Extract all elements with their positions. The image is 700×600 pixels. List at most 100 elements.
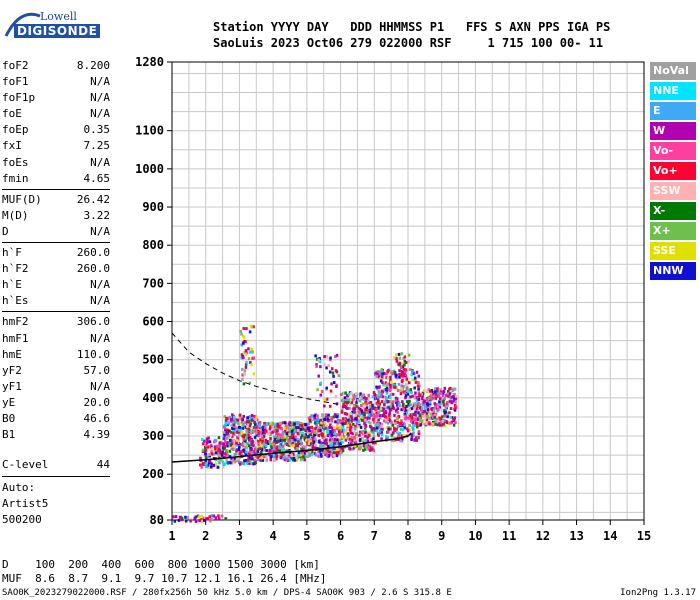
data-point	[353, 430, 356, 434]
data-point	[347, 412, 351, 416]
data-point	[374, 441, 377, 445]
data-point	[381, 381, 384, 385]
data-point	[426, 400, 430, 404]
data-point	[233, 445, 236, 449]
data-point	[303, 451, 307, 455]
data-point	[290, 435, 294, 439]
data-point	[258, 422, 261, 426]
data-point	[323, 450, 327, 454]
data-point	[386, 421, 390, 425]
data-point	[336, 415, 339, 419]
data-point	[314, 419, 317, 423]
param-row: fmin 4.65	[2, 171, 110, 187]
data-point	[299, 427, 303, 431]
data-point	[273, 457, 276, 461]
y-tick-label: 80	[150, 513, 164, 527]
data-point	[388, 396, 392, 400]
data-point	[235, 438, 239, 442]
data-point	[413, 394, 417, 398]
clevel-divider	[2, 476, 110, 477]
data-point	[425, 411, 429, 415]
data-point	[330, 417, 334, 421]
data-point	[451, 388, 455, 392]
param-name: D	[2, 224, 9, 238]
data-point	[249, 422, 253, 426]
param-row: B1 4.39	[2, 427, 110, 443]
data-point	[399, 370, 403, 374]
data-point	[241, 434, 244, 438]
data-point	[369, 403, 373, 407]
data-point	[224, 421, 228, 425]
data-point	[399, 392, 403, 396]
data-point	[328, 416, 332, 420]
data-point	[229, 420, 233, 424]
data-point	[269, 436, 272, 440]
data-point	[352, 446, 356, 450]
data-point	[326, 430, 329, 434]
data-point	[331, 451, 334, 455]
data-point	[378, 409, 382, 413]
legend-item: NoVal	[650, 62, 696, 80]
data-point	[417, 374, 420, 378]
data-point	[357, 425, 360, 429]
data-point	[336, 421, 339, 425]
data-point	[272, 441, 275, 445]
data-point	[379, 394, 382, 398]
data-point	[209, 518, 212, 522]
data-point	[280, 440, 284, 444]
data-point	[254, 418, 257, 422]
data-point	[333, 454, 336, 458]
data-point	[312, 427, 315, 431]
data-point	[434, 419, 437, 423]
data-point	[268, 440, 271, 444]
data-point	[314, 453, 318, 457]
data-point	[391, 438, 394, 442]
data-point	[221, 465, 225, 469]
data-point	[308, 453, 311, 457]
data-point	[263, 422, 266, 426]
data-point	[355, 444, 359, 448]
data-point	[324, 422, 327, 426]
data-point	[395, 353, 398, 357]
data-point	[259, 443, 263, 447]
data-point	[210, 444, 213, 448]
data-point	[265, 453, 268, 457]
data-point	[399, 388, 403, 392]
data-point	[367, 447, 370, 451]
data-point	[206, 455, 209, 459]
data-point	[379, 416, 382, 420]
data-point	[390, 433, 394, 437]
data-point	[282, 454, 285, 458]
legend-item: Vo+	[650, 162, 696, 180]
data-point	[300, 424, 303, 428]
data-point	[366, 435, 370, 439]
data-point	[333, 441, 336, 445]
data-point	[245, 351, 249, 355]
data-point	[256, 458, 260, 462]
data-point	[323, 426, 326, 430]
data-point	[317, 358, 320, 362]
data-point	[284, 456, 287, 460]
data-point	[208, 445, 211, 449]
data-point	[346, 422, 350, 426]
data-point	[415, 407, 419, 411]
param-name: MUF(D)	[2, 192, 42, 206]
param-value: 306.0	[76, 315, 110, 329]
param-name: foEp	[2, 123, 29, 137]
data-point	[319, 393, 323, 397]
data-point	[370, 411, 373, 415]
data-point	[217, 448, 221, 452]
data-point	[340, 450, 343, 454]
data-point	[269, 442, 273, 446]
data-point	[363, 421, 366, 425]
data-point	[204, 452, 207, 456]
data-point	[390, 380, 393, 384]
data-point	[450, 401, 454, 405]
data-point	[348, 415, 352, 419]
data-point	[407, 406, 411, 410]
data-point	[303, 458, 306, 462]
data-point	[248, 456, 251, 460]
data-point	[413, 386, 416, 390]
data-point	[454, 397, 458, 401]
data-point	[432, 408, 436, 412]
